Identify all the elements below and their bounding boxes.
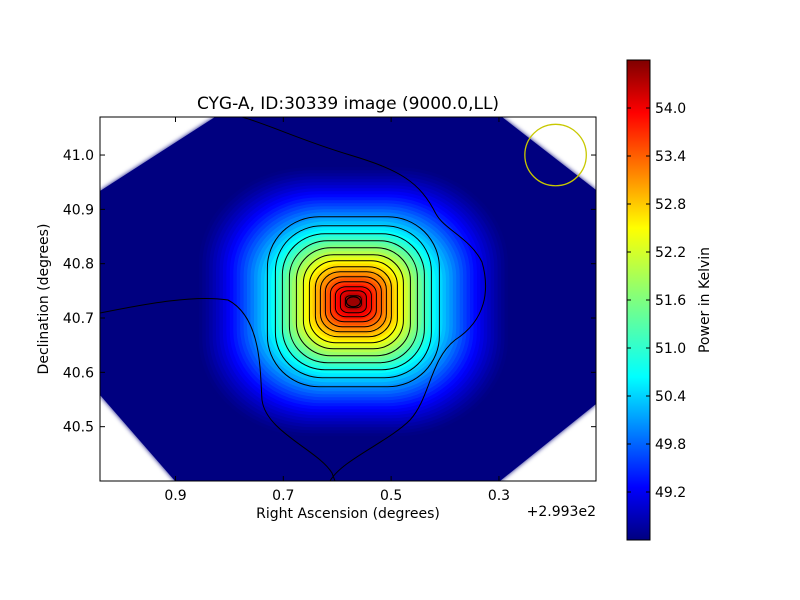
contour-line — [274, 225, 432, 379]
colorbar-tick-label: 49.2 — [655, 485, 686, 501]
contour-line — [334, 286, 372, 318]
heatmap-layer — [100, 117, 596, 481]
contour-line — [329, 281, 377, 323]
contour-layer — [100, 117, 487, 481]
colorbar-tick-label: 51.6 — [655, 293, 686, 309]
y-axis: 41.0 40.9 40.8 40.7 40.6 40.5 — [63, 148, 596, 436]
colorbar-tick-label: 51.0 — [655, 341, 686, 357]
contour-line — [339, 290, 367, 314]
colorbar-label: Power in Kelvin — [697, 247, 713, 353]
contour-line — [324, 276, 382, 328]
x-tick-label: 0.7 — [272, 488, 294, 504]
colorbar: 49.2 49.8 50.4 51.0 51.6 52.2 52.8 53.4 54.0 Pow… — [626, 59, 713, 541]
contour-outer — [100, 117, 487, 481]
colorbar-tick-label: 52.2 — [655, 245, 686, 261]
colorbar-tick-label: 54.0 — [655, 101, 686, 117]
y-tick-label: 40.7 — [63, 311, 94, 327]
contour-line — [266, 216, 440, 388]
colorbar-tick-label: 52.8 — [655, 197, 686, 213]
contour-line — [308, 260, 398, 344]
contour-line — [302, 254, 404, 350]
chart-title: CYG-A, ID:30339 image (9000.0,LL) — [197, 94, 499, 114]
contour-line — [281, 233, 425, 371]
x-tick-label: 0.3 — [488, 488, 510, 504]
contour-line — [295, 247, 411, 357]
colorbar-tick-label: 50.4 — [655, 389, 686, 405]
plot-area — [99, 116, 597, 482]
y-tick-label: 40.8 — [63, 257, 94, 273]
beam-circle — [524, 123, 587, 187]
x-tick-label: 0.9 — [164, 488, 186, 504]
y-axis-label: Declination (degrees) — [36, 224, 52, 375]
contour-line — [314, 266, 392, 338]
x-offset-label: +2.993e2 — [527, 504, 596, 520]
x-axis-label: Right Ascension (degrees) — [256, 506, 440, 522]
contour-peak — [345, 296, 361, 308]
contour-line — [344, 295, 362, 309]
x-axis: 0.9 0.7 0.5 0.3 — [164, 117, 510, 504]
x-tick-label: 0.5 — [380, 488, 402, 504]
y-tick-label: 40.5 — [63, 420, 94, 436]
y-tick-label: 40.9 — [63, 202, 94, 218]
contour-line — [288, 240, 418, 364]
colorbar-tick-label: 53.4 — [655, 149, 686, 165]
contour-line — [319, 271, 387, 333]
colorbar-tick-label: 49.8 — [655, 437, 686, 453]
colorbar-ticks: 49.2 49.8 50.4 51.0 51.6 52.2 52.8 53.4 54.0 — [627, 101, 686, 501]
plot-frame — [99, 116, 597, 482]
y-tick-label: 41.0 — [63, 148, 94, 164]
y-tick-label: 40.6 — [63, 365, 94, 381]
